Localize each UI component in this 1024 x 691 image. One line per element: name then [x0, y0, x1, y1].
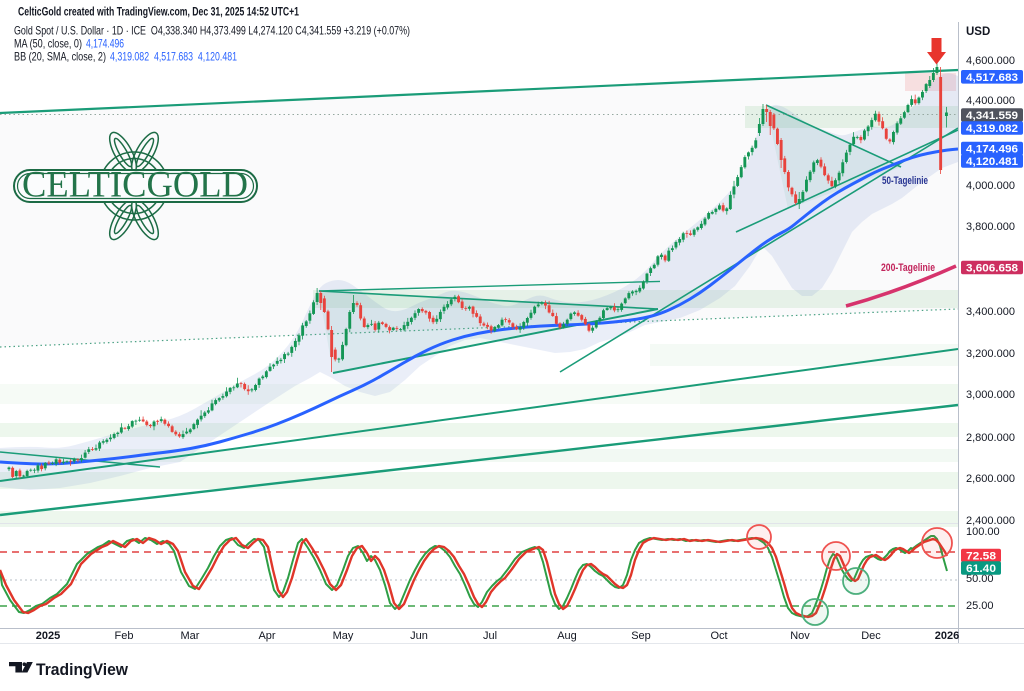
svg-text:3,200.000: 3,200.000	[966, 348, 1015, 360]
svg-text:25.00: 25.00	[966, 600, 994, 612]
svg-text:CelticGold created with Tradin: CelticGold created with TradingView.com,…	[18, 5, 299, 19]
svg-text:4,319.082: 4,319.082	[966, 123, 1018, 135]
svg-text:Mar: Mar	[181, 630, 200, 642]
svg-text:4,174.496: 4,174.496	[966, 144, 1018, 156]
svg-text:Jul: Jul	[483, 630, 497, 642]
svg-text:Apr: Apr	[258, 630, 275, 642]
svg-text:50.00: 50.00	[966, 573, 994, 585]
svg-text:3,000.000: 3,000.000	[966, 389, 1015, 401]
svg-text:4,400.000: 4,400.000	[966, 95, 1015, 107]
svg-text:USD: USD	[966, 26, 990, 38]
svg-text:TradingView: TradingView	[36, 661, 128, 679]
svg-text:4,319.082 4,517.683 4,120.48: 4,319.082 4,517.683 4,120.481	[110, 50, 237, 64]
svg-text:2,600.000: 2,600.000	[966, 473, 1015, 485]
svg-text:2,400.000: 2,400.000	[966, 515, 1015, 527]
svg-text:BB (20, SMA, close, 2): BB (20, SMA, close, 2)	[14, 50, 106, 64]
svg-text:CELTICGOLD: CELTICGOLD	[22, 165, 248, 206]
svg-text:4,174.496: 4,174.496	[86, 37, 124, 51]
svg-text:61.40: 61.40	[966, 563, 996, 575]
svg-text:Sep: Sep	[631, 630, 651, 642]
svg-text:Oct: Oct	[710, 630, 727, 642]
svg-text:72.58: 72.58	[966, 551, 996, 563]
svg-text:4,341.559: 4,341.559	[966, 110, 1018, 122]
svg-text:3,606.658: 3,606.658	[966, 263, 1018, 275]
svg-text:4,517.683: 4,517.683	[966, 72, 1018, 84]
svg-text:MA (50, close, 0): MA (50, close, 0)	[14, 37, 82, 51]
svg-text:4,000.000: 4,000.000	[966, 180, 1015, 192]
svg-text:200-Tagelinie: 200-Tagelinie	[881, 262, 935, 274]
svg-text:100.00: 100.00	[966, 526, 1000, 538]
svg-text:2025: 2025	[36, 630, 60, 642]
svg-text:Dec: Dec	[861, 630, 881, 642]
svg-text:Aug: Aug	[557, 630, 577, 642]
svg-text:Gold Spot / U.S. Dollar · 1D ·: Gold Spot / U.S. Dollar · 1D · ICE O4,33…	[14, 24, 410, 38]
svg-text:4,120.481: 4,120.481	[966, 156, 1018, 168]
svg-text:2,800.000: 2,800.000	[966, 432, 1015, 444]
svg-text:Feb: Feb	[115, 630, 134, 642]
svg-text:4,600.000: 4,600.000	[966, 55, 1015, 67]
svg-text:Nov: Nov	[790, 630, 810, 642]
svg-text:2026: 2026	[935, 630, 959, 642]
svg-text:3,400.000: 3,400.000	[966, 306, 1015, 318]
svg-text:May: May	[333, 630, 354, 642]
svg-text:3,800.000: 3,800.000	[966, 221, 1015, 233]
svg-text:50-Tagelinie: 50-Tagelinie	[882, 175, 928, 187]
svg-text:Jun: Jun	[410, 630, 428, 642]
